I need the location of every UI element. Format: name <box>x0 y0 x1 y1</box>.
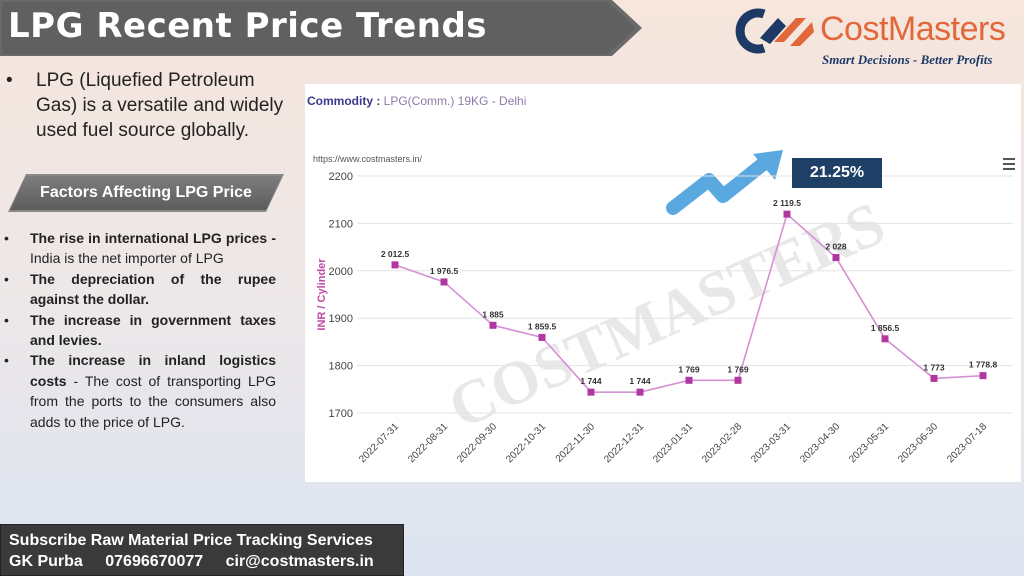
data-label: 1 976.5 <box>430 266 459 276</box>
factor-bold: The increase in inland logistics costs <box>30 352 276 389</box>
x-tick-label: 2022-07-31 <box>357 421 401 465</box>
y-tick-label: 2100 <box>329 218 353 230</box>
x-tick-label: 2023-01-31 <box>651 421 695 465</box>
data-point <box>734 376 742 384</box>
costmasters-logo-icon <box>735 8 814 54</box>
data-label: 1 773 <box>923 362 945 372</box>
intro-text: LPG (Liquefied Petroleum Gas) is a versa… <box>36 70 284 141</box>
data-point <box>979 372 987 380</box>
data-point <box>832 254 840 262</box>
data-label: 1 859.5 <box>528 321 557 331</box>
factors-heading: Factors Affecting LPG Price <box>40 184 252 201</box>
factor-bold: The increase in government taxes and lev… <box>30 311 276 349</box>
data-point <box>440 278 448 286</box>
data-point <box>587 388 595 396</box>
costmasters-logo: CostMasters Smart Decisions - Better Pro… <box>734 6 1014 70</box>
factor-item: The depreciation of the rupee against th… <box>4 269 276 310</box>
logo-name: CostMasters <box>820 10 1006 48</box>
factors-banner-inner <box>10 176 282 210</box>
data-point <box>636 388 644 396</box>
data-label: 1 856.5 <box>871 323 900 333</box>
footer-subscribe-text: Subscribe Raw Material Price Tracking Se… <box>9 532 373 549</box>
page-title: LPG Recent Price Trends <box>8 6 488 46</box>
chart-card: COSTMASTERS 1700 1800 1900 2000 2100 2200 INR /… <box>305 84 1021 482</box>
trend-up-arrowhead-icon <box>753 150 783 180</box>
factor-item: The rise in international LPG prices - I… <box>4 228 276 269</box>
x-tick-label: 2022-12-31 <box>602 421 646 465</box>
x-tick-label: 2022-08-31 <box>406 421 450 465</box>
factors-list: The rise in international LPG prices - I… <box>4 228 276 432</box>
bullet-icon: • <box>6 70 13 91</box>
footer-contact-name: GK Purba <box>9 553 83 570</box>
x-tick-label: 2022-10-31 <box>504 421 548 465</box>
data-label: 1 885 <box>482 309 504 319</box>
y-axis-label: INR / Cylinder <box>316 258 328 331</box>
factor-item: The increase in inland logistics costs -… <box>4 350 276 432</box>
x-tick-label: 2023-03-31 <box>749 421 793 465</box>
data-point <box>881 335 889 343</box>
site-url: https://www.costmasters.in/ <box>313 154 423 164</box>
data-point <box>930 374 938 382</box>
x-tick-label: 2022-11-30 <box>554 421 598 465</box>
data-label: 2 028 <box>825 242 847 252</box>
price-line-chart: COSTMASTERS 1700 1800 1900 2000 2100 2200 INR /… <box>316 150 1013 465</box>
price-change-badge: 21.25% <box>792 158 882 188</box>
y-tick-label: 1900 <box>329 313 353 325</box>
commodity-label: Commodity : LPG(Comm.) 19KG - Delhi <box>307 94 526 108</box>
footer-contact-email: cir@costmasters.in <box>225 553 374 570</box>
footer-contact-phone: 07696670077 <box>105 553 204 570</box>
factor-text: India is the net importer of LPG <box>30 250 224 267</box>
y-tick-label: 2000 <box>329 266 353 278</box>
x-tick-label: 2023-02-28 <box>700 421 744 465</box>
x-tick-label: 2023-06-30 <box>896 421 940 465</box>
y-tick-label: 1700 <box>329 408 353 420</box>
hamburger-menu-icon[interactable] <box>1003 158 1015 170</box>
data-label: 1 744 <box>629 376 651 386</box>
data-point <box>538 333 546 341</box>
commodity-value: LPG(Comm.) 19KG - Delhi <box>383 94 527 108</box>
trend-up-arrow-icon <box>666 157 770 215</box>
watermark-text: COSTMASTERS <box>439 189 895 442</box>
x-tick-label: 2023-05-31 <box>847 421 891 465</box>
data-label: 1 769 <box>727 364 749 374</box>
data-label: 1 769 <box>678 364 700 374</box>
title-banner <box>0 0 642 56</box>
data-label: 1 744 <box>580 376 602 386</box>
factor-item: The increase in government taxes and lev… <box>4 310 276 351</box>
data-label: 2 119.5 <box>773 198 801 208</box>
x-tick-label: 2023-04-30 <box>798 421 842 465</box>
logo-tagline: Smart Decisions - Better Profits <box>822 52 993 67</box>
data-point <box>391 261 399 269</box>
factor-bold: The rise in international LPG prices - <box>30 230 276 246</box>
data-label: 2 012.5 <box>381 249 410 259</box>
footer-contact-row: GK Purba 07696670077 cir@costmasters.in <box>9 551 395 572</box>
factor-bold: The depreciation of the rupee against th… <box>30 270 276 308</box>
y-tick-label: 2200 <box>329 171 353 183</box>
y-tick-label: 1800 <box>329 361 353 373</box>
commodity-label-text: Commodity : <box>307 94 384 108</box>
x-tick-label: 2023-07-18 <box>945 421 989 465</box>
subscribe-footer: Subscribe Raw Material Price Tracking Se… <box>0 524 404 576</box>
title-banner-inner <box>2 2 636 54</box>
data-point <box>685 376 693 384</box>
data-point <box>783 210 791 218</box>
data-label: 1 778.8 <box>969 360 998 370</box>
factor-text: - The cost of transporting LPG from the … <box>30 372 276 430</box>
data-point <box>489 321 497 329</box>
factors-banner: Factors Affecting LPG Price <box>8 174 284 212</box>
